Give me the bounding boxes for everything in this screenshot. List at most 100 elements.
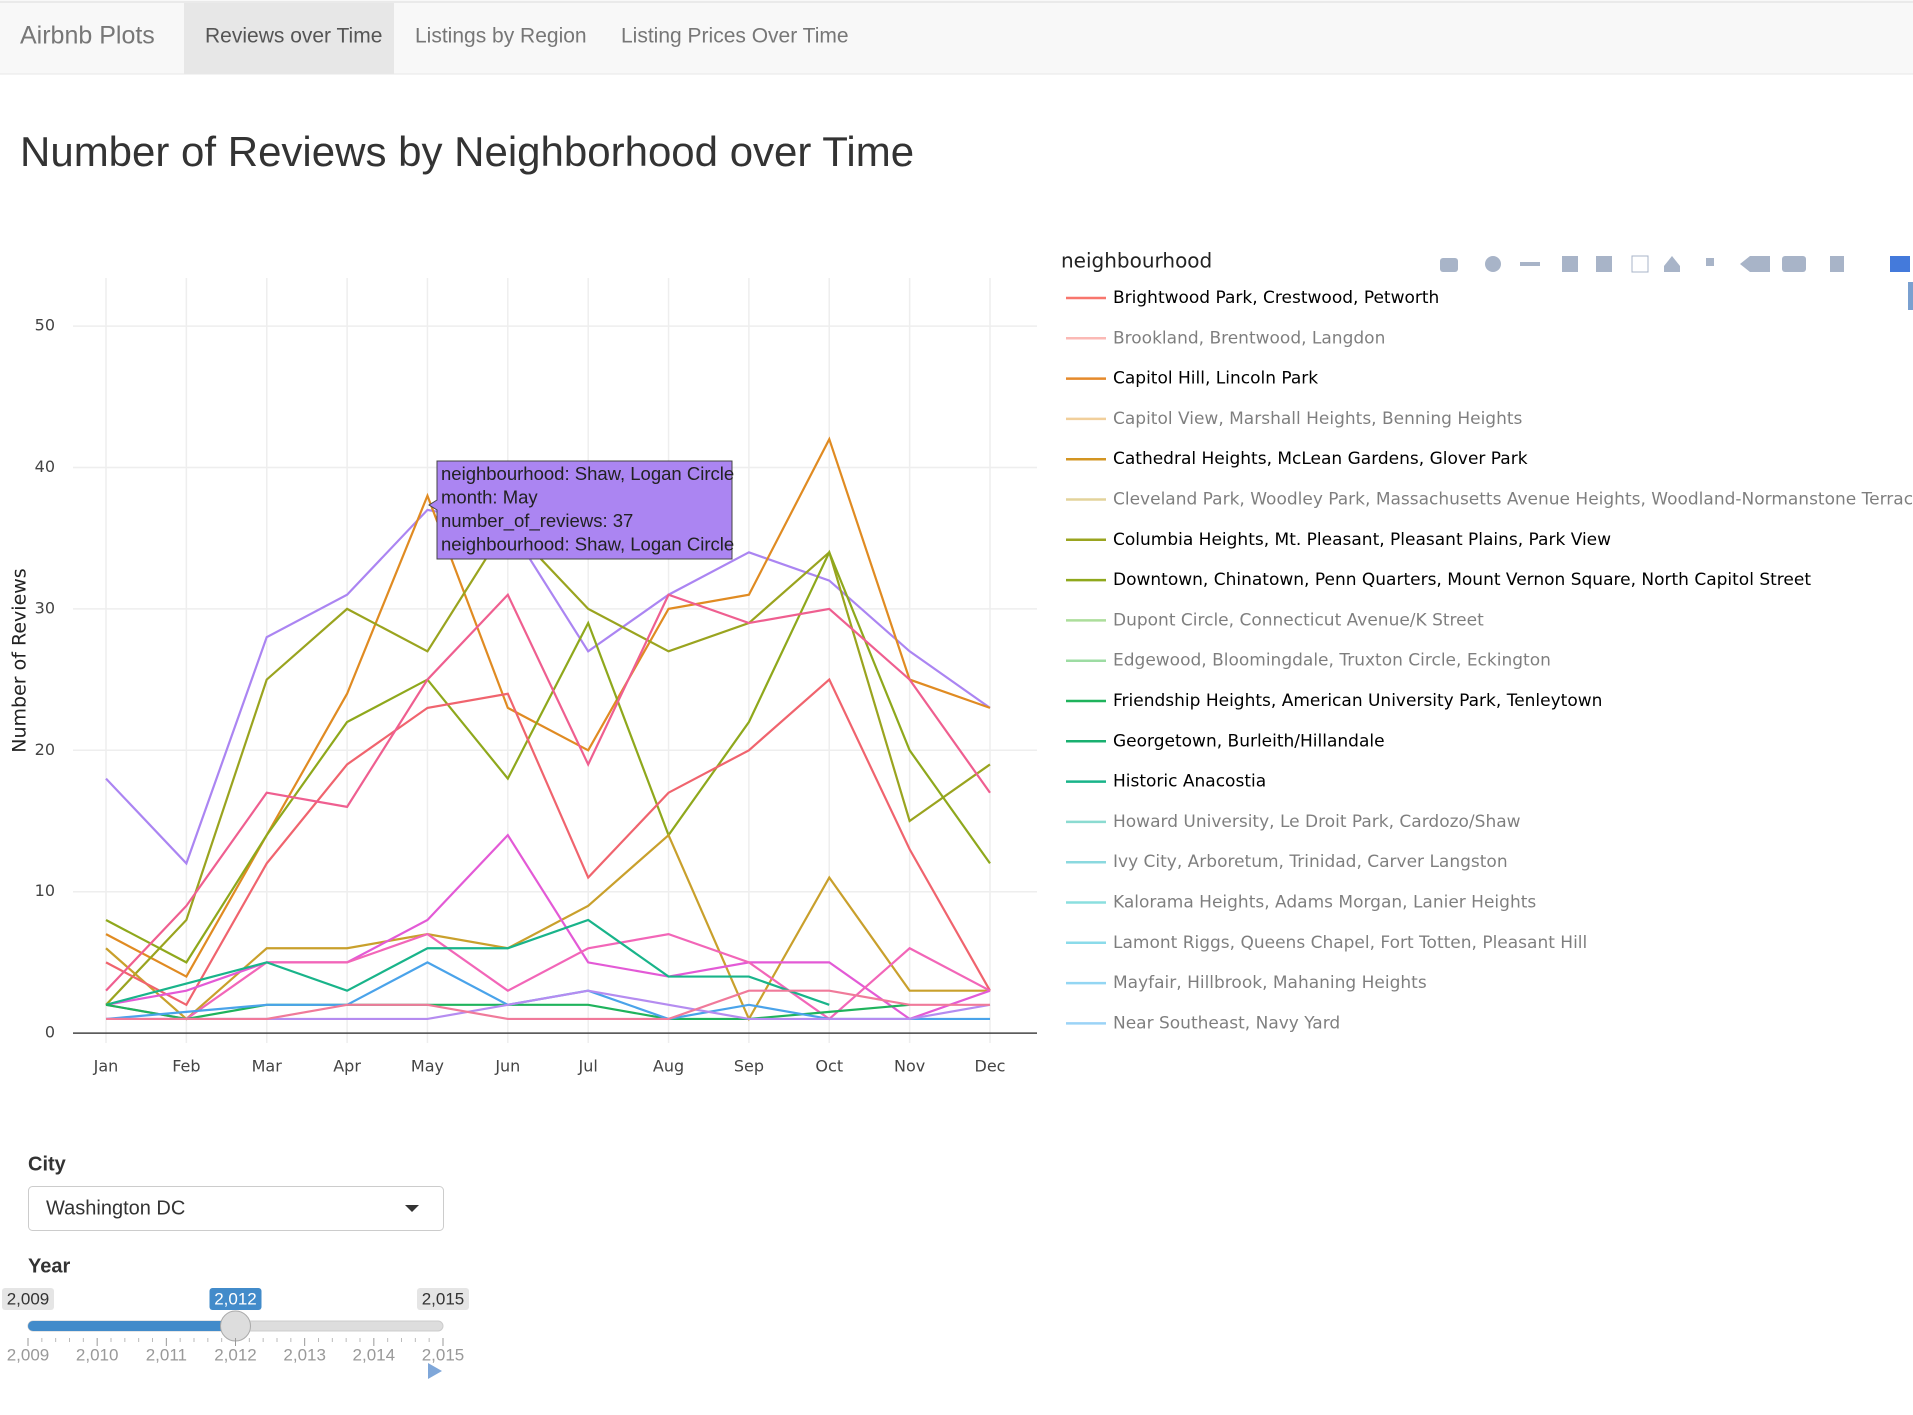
page-title: Number of Reviews by Neighborhood over T… <box>20 128 914 175</box>
tab[interactable]: Reviews over Time <box>205 25 382 48</box>
zoom-in-icon[interactable] <box>1562 256 1578 272</box>
tooltip-line: neighbourhood: Shaw, Logan Circle <box>441 463 734 484</box>
legend-label: Columbia Heights, Mt. Pleasant, Pleasant… <box>1113 530 1611 550</box>
legend-item[interactable]: Historic Anacostia <box>1066 772 1266 792</box>
slider-tick-label: 2,010 <box>76 1345 119 1364</box>
slider-tick-label: 2,012 <box>214 1345 257 1364</box>
legend-item[interactable]: Capitol Hill, Lincoln Park <box>1066 369 1318 389</box>
slider-tick-label: 2,014 <box>353 1345 396 1364</box>
slider-handle[interactable] <box>220 1310 251 1342</box>
city-value: Washington DC <box>46 1197 185 1219</box>
spike-icon[interactable] <box>1706 258 1714 266</box>
legend-label: Historic Anacostia <box>1113 772 1266 792</box>
legend-item[interactable]: Howard University, Le Droit Park, Cardoz… <box>1066 812 1521 832</box>
legend-label: Cathedral Heights, McLean Gardens, Glove… <box>1113 449 1528 469</box>
city-select[interactable] <box>28 1186 444 1231</box>
x-tick-label: Jun <box>494 1057 520 1076</box>
x-tick-label: Jul <box>578 1057 598 1076</box>
active-tab-bg <box>184 3 394 74</box>
y-tick-label: 0 <box>45 1023 55 1042</box>
legend-scrollbar[interactable] <box>1908 282 1913 310</box>
legend-label: Kalorama Heights, Adams Morgan, Lanier H… <box>1113 893 1536 913</box>
hover-closest-icon[interactable] <box>1740 256 1770 272</box>
legend-label: Howard University, Le Droit Park, Cardoz… <box>1113 812 1521 832</box>
legend-item[interactable]: Ivy City, Arboretum, Trinidad, Carver La… <box>1066 852 1508 872</box>
x-tick-label: Jan <box>93 1057 119 1076</box>
legend-label: Downtown, Chinatown, Penn Quarters, Moun… <box>1113 570 1811 590</box>
series-line <box>105 833 991 1021</box>
legend-item[interactable]: Georgetown, Burleith/Hillandale <box>1066 731 1385 751</box>
y-tick-label: 50 <box>35 316 55 335</box>
y-tick-label: 30 <box>35 598 55 617</box>
y-tick-label: 20 <box>35 740 55 759</box>
legend-item[interactable]: Dupont Circle, Connecticut Avenue/K Stre… <box>1066 610 1484 630</box>
x-tick-label: Oct <box>815 1057 843 1076</box>
legend-label: Edgewood, Bloomingdale, Truxton Circle, … <box>1113 651 1551 671</box>
series-line <box>105 436 991 979</box>
hover-compare-icon[interactable] <box>1782 256 1806 272</box>
legend-item[interactable]: Mayfair, Hillbrook, Mahaning Heights <box>1066 973 1427 993</box>
slider-tick-label: 2,009 <box>7 1345 50 1364</box>
x-tick-label: Sep <box>734 1057 764 1076</box>
tab[interactable]: Listing Prices Over Time <box>621 25 849 48</box>
series-line <box>106 989 990 1021</box>
legend-item[interactable]: Capitol View, Marshall Heights, Benning … <box>1066 409 1523 429</box>
slider-tick-label: 2,013 <box>283 1345 326 1364</box>
pan-icon[interactable] <box>1520 262 1540 266</box>
modebar <box>1440 255 1910 273</box>
legend-label: Capitol Hill, Lincoln Park <box>1113 369 1318 389</box>
y-axis-title: Number of Reviews <box>9 568 31 752</box>
legend-item[interactable]: Cleveland Park, Woodley Park, Massachuse… <box>1066 490 1913 510</box>
legend-item[interactable]: Downtown, Chinatown, Penn Quarters, Moun… <box>1066 570 1811 590</box>
zoom-icon[interactable] <box>1485 256 1501 272</box>
legend-item[interactable]: Near Southeast, Navy Yard <box>1066 1013 1340 1033</box>
brand[interactable]: Airbnb Plots <box>20 22 155 50</box>
tab[interactable]: Listings by Region <box>415 25 587 48</box>
legend-label: Mayfair, Hillbrook, Mahaning Heights <box>1113 973 1427 993</box>
legend-label: Georgetown, Burleith/Hillandale <box>1113 731 1385 751</box>
legend-title: neighbourhood <box>1061 249 1212 273</box>
legend-label: Brightwood Park, Crestwood, Petworth <box>1113 288 1439 308</box>
legend-item[interactable]: Edgewood, Bloomingdale, Truxton Circle, … <box>1066 651 1551 671</box>
legend-item[interactable]: Friendship Heights, American University … <box>1066 691 1602 711</box>
legend-item[interactable]: Brightwood Park, Crestwood, Petworth <box>1066 288 1439 308</box>
legend-item[interactable]: Columbia Heights, Mt. Pleasant, Pleasant… <box>1066 530 1611 550</box>
camera-icon[interactable] <box>1440 258 1458 272</box>
city-label: City <box>28 1153 67 1175</box>
home-icon[interactable] <box>1664 256 1680 272</box>
tooltip-box <box>428 460 733 560</box>
plotly-logo[interactable] <box>1890 256 1910 272</box>
series-line <box>105 592 991 992</box>
legend-item[interactable]: Kalorama Heights, Adams Morgan, Lanier H… <box>1066 893 1536 913</box>
slider-tick-label: 2,015 <box>422 1345 465 1364</box>
tooltip-line: month: May <box>441 486 538 507</box>
slider-pill <box>417 1288 469 1310</box>
x-tick-label: Mar <box>252 1057 283 1076</box>
x-tick-label: Dec <box>975 1057 1006 1076</box>
slider-pill <box>209 1288 262 1310</box>
legend-label: Cleveland Park, Woodley Park, Massachuse… <box>1113 490 1913 510</box>
series-line <box>105 508 991 866</box>
slider-pill <box>2 1288 54 1310</box>
series-line <box>105 549 991 964</box>
tooltip-line: number_of_reviews: 37 <box>441 510 633 532</box>
legend-label: Lamont Riggs, Queens Chapel, Fort Totten… <box>1113 933 1587 953</box>
play-button[interactable] <box>428 1363 442 1379</box>
tooltip-line: neighbourhood: Shaw, Logan Circle <box>441 533 734 554</box>
legend-item[interactable]: Cathedral Heights, McLean Gardens, Glove… <box>1066 449 1528 469</box>
legend-label: Near Southeast, Navy Yard <box>1113 1013 1340 1033</box>
autoscale-icon[interactable] <box>1631 255 1649 273</box>
legend-item[interactable]: Lamont Riggs, Queens Chapel, Fort Totten… <box>1066 933 1587 953</box>
legend-label: Brookland, Brentwood, Langdon <box>1113 328 1385 348</box>
legend-label: Friendship Heights, American University … <box>1113 691 1602 711</box>
x-tick-label: Aug <box>653 1057 684 1076</box>
legend-item[interactable]: Brookland, Brentwood, Langdon <box>1066 328 1385 348</box>
year-label: Year <box>28 1255 70 1277</box>
slider-pill-label: 2,009 <box>7 1289 50 1308</box>
edit-icon[interactable] <box>1830 256 1844 272</box>
x-tick-label: Nov <box>894 1057 925 1076</box>
x-tick-label: Apr <box>333 1057 361 1076</box>
slider-fill <box>28 1321 236 1331</box>
zoom-out-icon[interactable] <box>1596 256 1612 272</box>
